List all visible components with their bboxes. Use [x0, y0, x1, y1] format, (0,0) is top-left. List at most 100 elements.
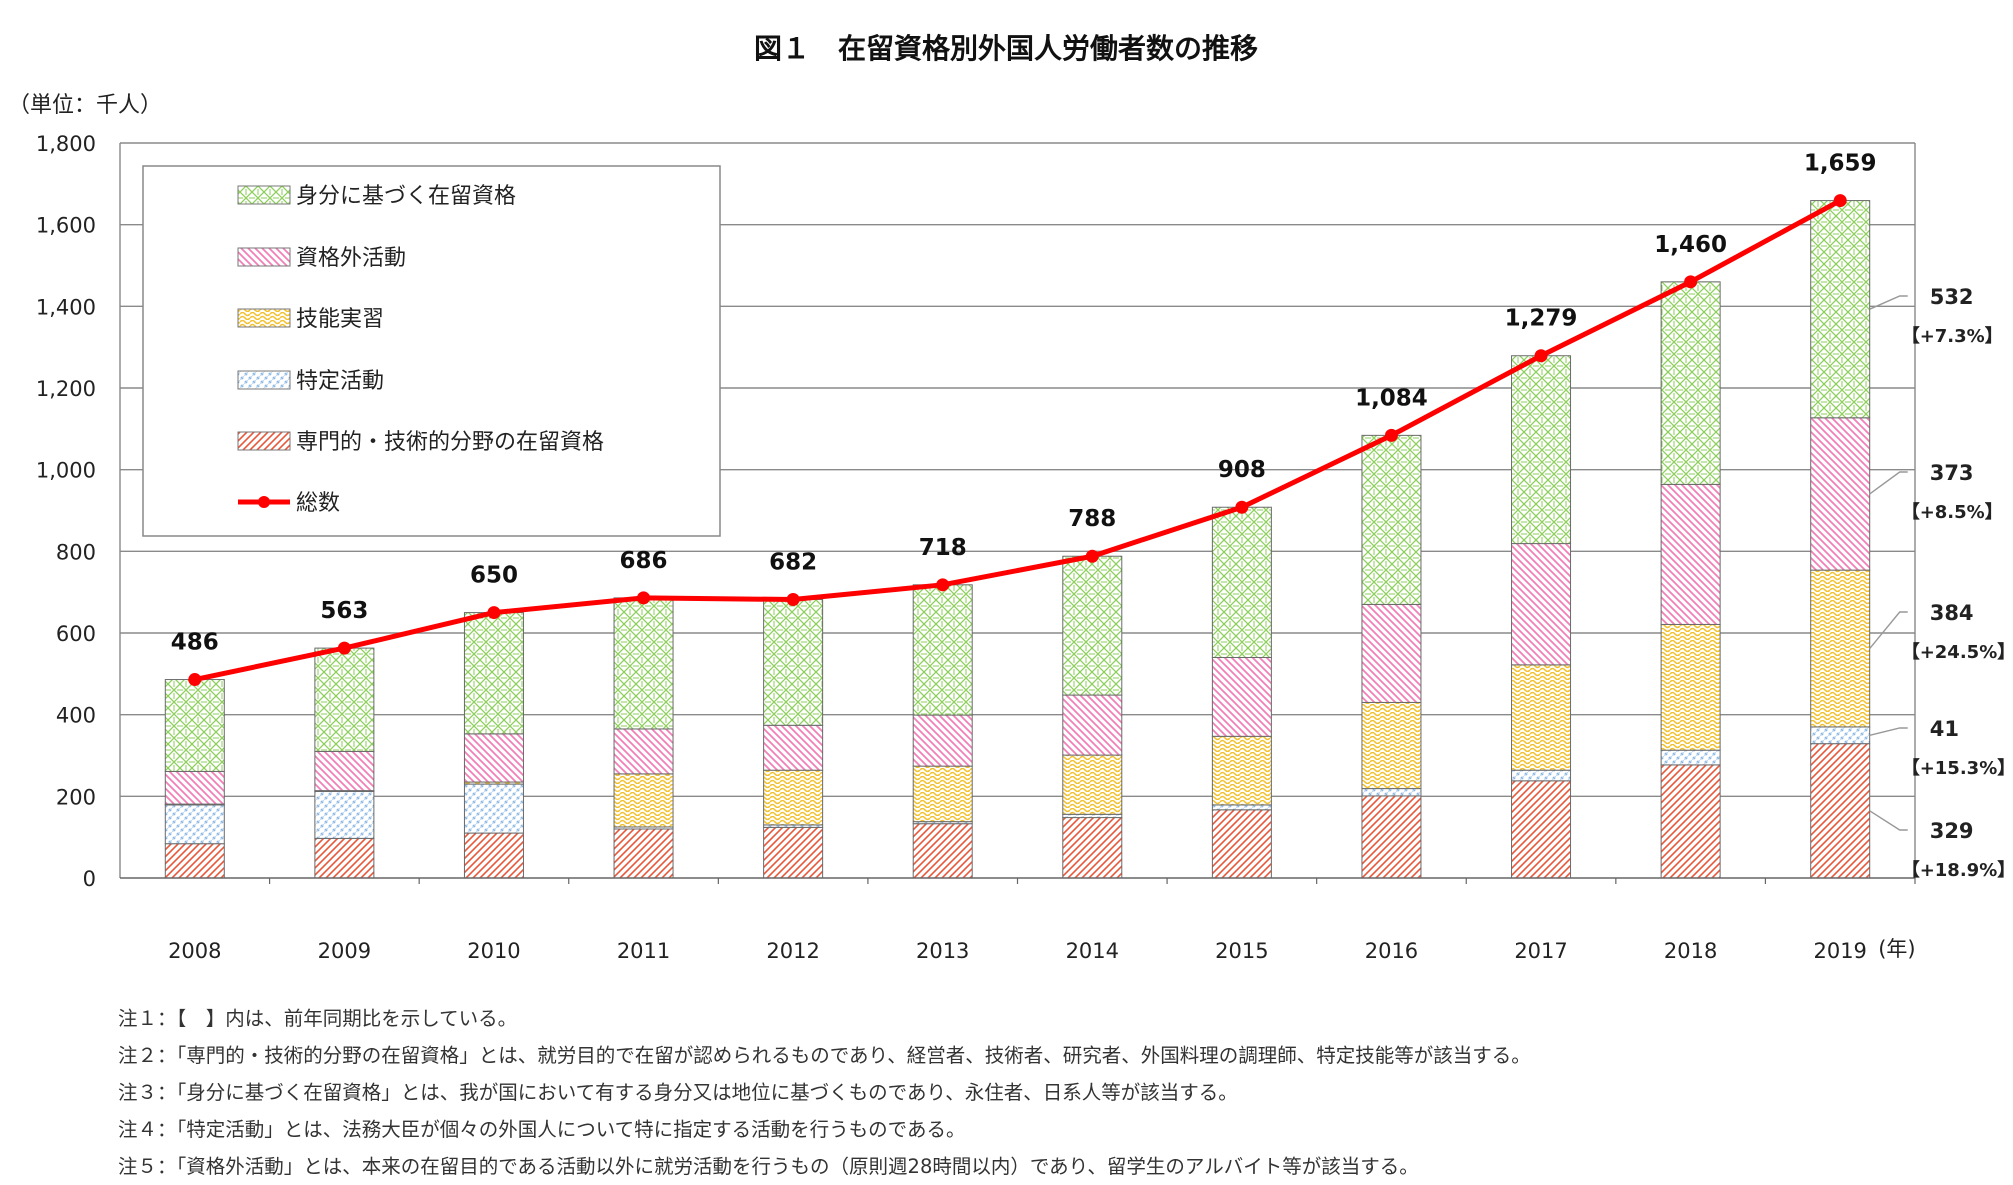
bar-segment [912, 584, 973, 716]
y-tick-label: 1,800 [36, 132, 96, 156]
x-axis-suffix: (年) [1878, 937, 1915, 961]
bar-segment [1361, 434, 1422, 605]
bar-segment [1361, 603, 1422, 703]
legend-swatch-outside [237, 247, 291, 267]
legend-marker-total [258, 496, 270, 508]
total-point [487, 606, 501, 620]
bar-segment [1211, 657, 1272, 737]
legend-label-professional: 専門的・技術的分野の在留資格 [296, 430, 604, 455]
annotation-value: 41 [1930, 717, 1959, 741]
y-tick-label: 200 [56, 785, 96, 809]
total-series-line [194, 198, 1842, 682]
total-point [1085, 549, 1099, 563]
bar-segment [1211, 506, 1272, 658]
annotation-leader [1869, 810, 1908, 831]
bar-segment [763, 769, 824, 826]
total-data-label: 563 [320, 598, 368, 624]
bar-segment [1660, 281, 1721, 485]
bar-segment [763, 724, 824, 771]
bar-segment [314, 647, 375, 752]
annotation-value: 532 [1930, 285, 1974, 309]
x-tick-label: 2013 [916, 939, 969, 963]
x-tick-label: 2015 [1215, 939, 1268, 963]
note-4: 注４：「特定活動」とは、法務大臣が個々の外国人について特に指定する活動を行うもの… [118, 1118, 966, 1141]
total-point [1833, 194, 1847, 208]
bar-segment [1810, 417, 1871, 571]
total-data-label: 908 [1218, 457, 1266, 483]
bar-segment [912, 765, 973, 823]
x-tick-label: 2016 [1365, 939, 1418, 963]
total-data-label: 1,084 [1355, 385, 1428, 411]
total-data-label: 718 [919, 535, 967, 561]
bar-segment [1211, 804, 1272, 811]
x-tick-label: 2012 [766, 939, 819, 963]
bar-segment [463, 783, 524, 834]
x-tick-label: 2017 [1514, 939, 1567, 963]
total-point [1384, 428, 1398, 442]
total-data-label: 682 [769, 550, 817, 576]
annotation-change: 【+15.3%】 [1902, 758, 2013, 779]
bar-segment [912, 714, 973, 767]
x-tick-label: 2019 [1813, 939, 1866, 963]
total-point [786, 593, 800, 607]
bar-segment [1660, 623, 1721, 751]
total-data-label: 486 [171, 630, 219, 656]
total-point [1534, 349, 1548, 363]
legend-box [142, 165, 721, 537]
total-point [188, 673, 202, 687]
bar-segment [1062, 555, 1123, 696]
note-2: 注２：「専門的・技術的分野の在留資格」とは、就労目的で在留が認められるものであり… [118, 1044, 1531, 1067]
bar-segment [314, 790, 375, 839]
bar-segment [763, 599, 824, 726]
annotation-value: 373 [1930, 461, 1974, 485]
annotation-leader [1869, 611, 1908, 649]
bar-segment [463, 832, 524, 879]
bar-segment [613, 597, 674, 730]
total-data-label: 1,460 [1654, 232, 1727, 258]
total-line [188, 194, 1847, 687]
bar-segment [1361, 701, 1422, 790]
y-tick-label: 1,600 [36, 214, 96, 238]
bar-segment [1211, 809, 1272, 879]
y-axis: 0 200 400 600 800 1,000 1,200 1,400 1,600 1,800 [36, 132, 1916, 891]
bar-segment [613, 728, 674, 775]
y-tick-label: 800 [56, 540, 96, 564]
annotation-value: 384 [1930, 601, 1974, 625]
note-5: 注５：「資格外活動」とは、本来の在留目的である活動以外に就労活動を行うもの（原則… [118, 1155, 1419, 1178]
bar-segment [1511, 664, 1572, 771]
bar-segment [164, 679, 225, 772]
bar-segment [1660, 764, 1721, 879]
total-data-label: 1,279 [1505, 306, 1578, 332]
annotation-change: 【+24.5%】 [1902, 642, 2013, 663]
bar-segment [314, 750, 375, 792]
x-tick-label: 2010 [467, 939, 520, 963]
chart-title: 図１ 在留資格別外国人労働者数の推移 [754, 32, 1258, 65]
legend-swatch-professional [237, 431, 291, 451]
bar-segment [1810, 726, 1871, 745]
x-tick-label: 2011 [617, 939, 670, 963]
total-data-label: 686 [620, 548, 668, 574]
data-labels: 486 563 650 686 682 718 788 908 1,084 1,279 1,460 1… [171, 151, 1877, 656]
bar-segment [1511, 769, 1572, 782]
bar-segment [164, 770, 225, 805]
bar-segment [1062, 754, 1123, 815]
bar-segment [1062, 817, 1123, 879]
total-point [337, 641, 351, 655]
bar-segment [1361, 788, 1422, 797]
x-axis: 2008 2009 2010 2011 2012 2013 2014 2015 2016 2017… [120, 877, 1916, 963]
bar-segment [463, 733, 524, 783]
note-1: 注１：【 】内は、前年同期比を示している。 [118, 1007, 518, 1030]
annotation-change: 【+7.3%】 [1902, 326, 2003, 347]
legend-swatch-identity [237, 185, 291, 205]
bar-segment [1660, 749, 1721, 766]
bar-segment [1511, 780, 1572, 879]
annotation-leader [1869, 471, 1908, 495]
bar-segment [1810, 743, 1871, 879]
y-tick-label: 400 [56, 704, 96, 728]
bar-segment [763, 826, 824, 879]
bar-segment [1211, 735, 1272, 806]
bars [164, 200, 1871, 879]
annotation-change: 【+8.5%】 [1902, 502, 2003, 523]
legend-label-designated: 特定活動 [296, 369, 384, 394]
annotations-2019: 532 【+7.3%】 373 【+8.5%】 384 【+24.5%】 41 【+15.3%… [1869, 285, 2013, 881]
